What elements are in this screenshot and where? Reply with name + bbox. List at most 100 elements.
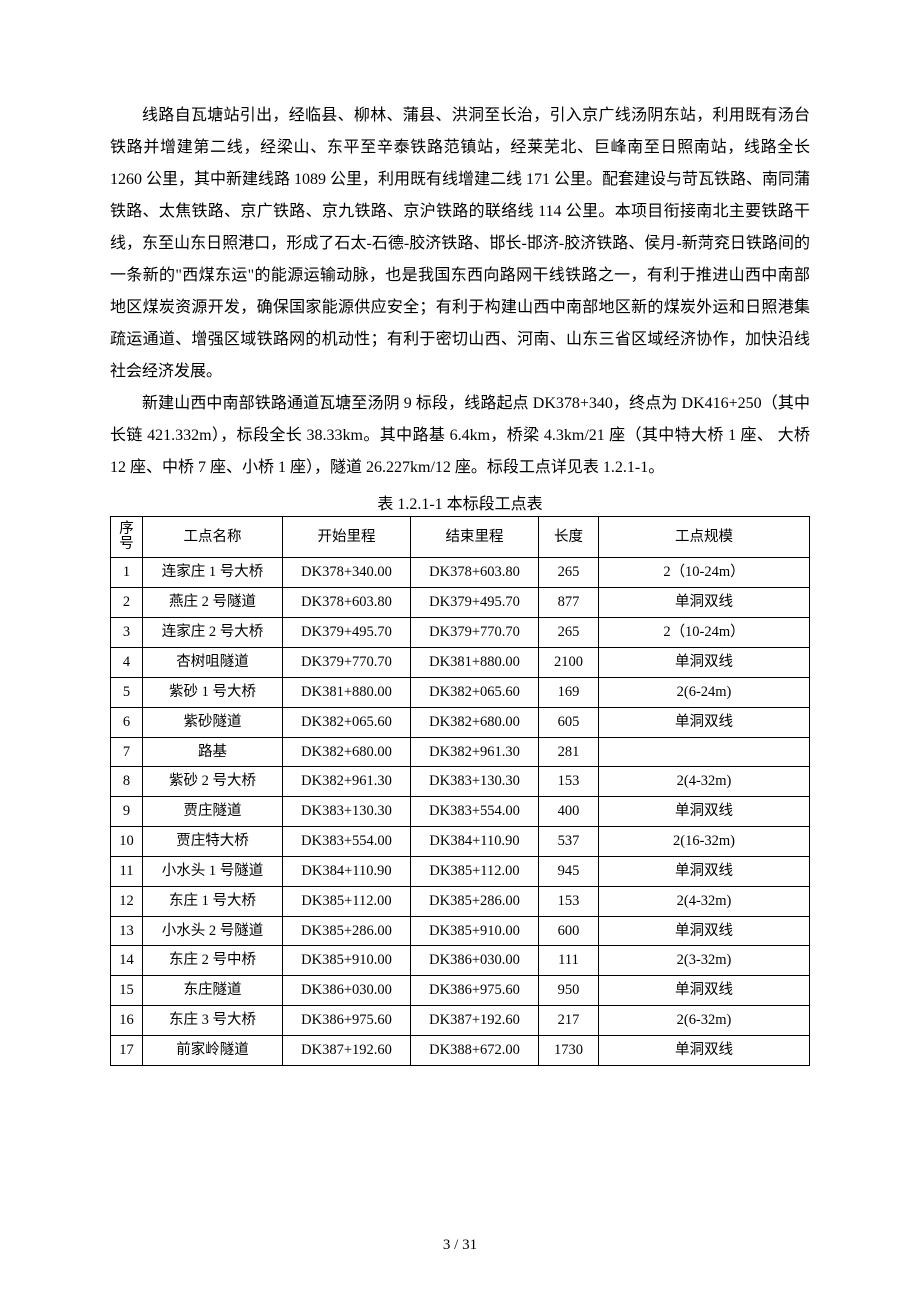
table-cell: 265: [539, 618, 599, 648]
table-cell: DK386+030.00: [411, 946, 539, 976]
table-cell: 217: [539, 1006, 599, 1036]
table-cell: 单洞双线: [599, 707, 810, 737]
table-cell: DK383+554.00: [283, 827, 411, 857]
table-cell: 东庄 3 号大桥: [143, 1006, 283, 1036]
table-row: 2燕庄 2 号隧道DK378+603.80DK379+495.70877单洞双线: [111, 588, 810, 618]
table-cell: 6: [111, 707, 143, 737]
table-cell: 贾庄特大桥: [143, 827, 283, 857]
table-cell: 400: [539, 797, 599, 827]
table-cell: 2（10-24m）: [599, 558, 810, 588]
table-cell: 17: [111, 1035, 143, 1065]
table-row: 8紫砂 2 号大桥DK382+961.30DK383+130.301532(4-…: [111, 767, 810, 797]
table-row: 13小水头 2 号隧道DK385+286.00DK385+910.00600单洞…: [111, 916, 810, 946]
table-cell: 111: [539, 946, 599, 976]
table-cell: DK381+880.00: [411, 647, 539, 677]
table-cell: 2（10-24m）: [599, 618, 810, 648]
table-cell: DK382+680.00: [283, 737, 411, 767]
table-row: 11小水头 1 号隧道DK384+110.90DK385+112.00945单洞…: [111, 856, 810, 886]
table-cell: 950: [539, 976, 599, 1006]
table-cell: DK386+975.60: [283, 1006, 411, 1036]
table-cell: 8: [111, 767, 143, 797]
table-cell: DK385+112.00: [283, 886, 411, 916]
table-cell: 东庄隧道: [143, 976, 283, 1006]
paragraph-2: 新建山西中南部铁路通道瓦塘至汤阴 9 标段，线路起点 DK378+340，终点为…: [110, 388, 810, 484]
table-cell: 3: [111, 618, 143, 648]
table-cell: DK378+603.80: [411, 558, 539, 588]
table-cell: DK388+672.00: [411, 1035, 539, 1065]
table-cell: DK385+910.00: [283, 946, 411, 976]
table-cell: 杏树咀隧道: [143, 647, 283, 677]
table-row: 16东庄 3 号大桥DK386+975.60DK387+192.602172(6…: [111, 1006, 810, 1036]
table-cell: 2(6-24m): [599, 677, 810, 707]
table-cell: 紫砂 1 号大桥: [143, 677, 283, 707]
table-cell: DK379+770.70: [411, 618, 539, 648]
table-cell: 11: [111, 856, 143, 886]
table-cell: DK384+110.90: [283, 856, 411, 886]
table-cell: 燕庄 2 号隧道: [143, 588, 283, 618]
table-cell: DK383+130.30: [411, 767, 539, 797]
table-cell: 东庄 1 号大桥: [143, 886, 283, 916]
table-cell: 153: [539, 767, 599, 797]
table-cell: 15: [111, 976, 143, 1006]
table-row: 4杏树咀隧道DK379+770.70DK381+880.002100单洞双线: [111, 647, 810, 677]
work-points-table: 序号 工点名称 开始里程 结束里程 长度 工点规模 1连家庄 1 号大桥DK37…: [110, 516, 810, 1066]
table-cell: 东庄 2 号中桥: [143, 946, 283, 976]
table-cell: DK378+340.00: [283, 558, 411, 588]
table-cell: 281: [539, 737, 599, 767]
table-cell: 7: [111, 737, 143, 767]
table-cell: 9: [111, 797, 143, 827]
table-row: 5紫砂 1 号大桥DK381+880.00DK382+065.601692(6-…: [111, 677, 810, 707]
table-cell: DK387+192.60: [283, 1035, 411, 1065]
table-cell: 单洞双线: [599, 797, 810, 827]
table-cell: 1: [111, 558, 143, 588]
table-cell: 2(16-32m): [599, 827, 810, 857]
table-cell: 单洞双线: [599, 588, 810, 618]
col-len: 长度: [539, 517, 599, 558]
table-cell: DK382+065.60: [283, 707, 411, 737]
table-cell: 单洞双线: [599, 647, 810, 677]
table-header-row: 序号 工点名称 开始里程 结束里程 长度 工点规模: [111, 517, 810, 558]
table-cell: 5: [111, 677, 143, 707]
table-cell: DK382+961.30: [411, 737, 539, 767]
table-cell: 紫砂隧道: [143, 707, 283, 737]
table-cell: 连家庄 1 号大桥: [143, 558, 283, 588]
col-name: 工点名称: [143, 517, 283, 558]
table-cell: DK382+065.60: [411, 677, 539, 707]
table-cell: 537: [539, 827, 599, 857]
table-row: 3连家庄 2 号大桥DK379+495.70DK379+770.702652（1…: [111, 618, 810, 648]
table-cell: DK385+910.00: [411, 916, 539, 946]
table-cell: 连家庄 2 号大桥: [143, 618, 283, 648]
col-start: 开始里程: [283, 517, 411, 558]
table-title: 表 1.2.1-1 本标段工点表: [110, 490, 810, 514]
table-cell: DK386+030.00: [283, 976, 411, 1006]
table-cell: 14: [111, 946, 143, 976]
table-cell: 877: [539, 588, 599, 618]
table-row: 14东庄 2 号中桥DK385+910.00DK386+030.001112(3…: [111, 946, 810, 976]
col-end: 结束里程: [411, 517, 539, 558]
table-cell: 2(4-32m): [599, 886, 810, 916]
table-cell: 2(3-32m): [599, 946, 810, 976]
table-cell: DK385+112.00: [411, 856, 539, 886]
table-cell: 10: [111, 827, 143, 857]
table-cell: DK382+680.00: [411, 707, 539, 737]
table-cell: 贾庄隧道: [143, 797, 283, 827]
table-cell: 13: [111, 916, 143, 946]
table-row: 15东庄隧道DK386+030.00DK386+975.60950单洞双线: [111, 976, 810, 1006]
table-cell: 2: [111, 588, 143, 618]
table-cell: 小水头 2 号隧道: [143, 916, 283, 946]
table-cell: DK379+495.70: [411, 588, 539, 618]
table-cell: 265: [539, 558, 599, 588]
table-row: 7路基DK382+680.00DK382+961.30281: [111, 737, 810, 767]
table-cell: 小水头 1 号隧道: [143, 856, 283, 886]
table-cell: 路基: [143, 737, 283, 767]
table-cell: 单洞双线: [599, 1035, 810, 1065]
table-cell: 2(4-32m): [599, 767, 810, 797]
table-cell: [599, 737, 810, 767]
table-row: 17前家岭隧道DK387+192.60DK388+672.001730单洞双线: [111, 1035, 810, 1065]
table-cell: DK379+495.70: [283, 618, 411, 648]
table-cell: 前家岭隧道: [143, 1035, 283, 1065]
table-cell: DK381+880.00: [283, 677, 411, 707]
table-cell: 1730: [539, 1035, 599, 1065]
table-cell: 单洞双线: [599, 976, 810, 1006]
table-row: 6紫砂隧道DK382+065.60DK382+680.00605单洞双线: [111, 707, 810, 737]
